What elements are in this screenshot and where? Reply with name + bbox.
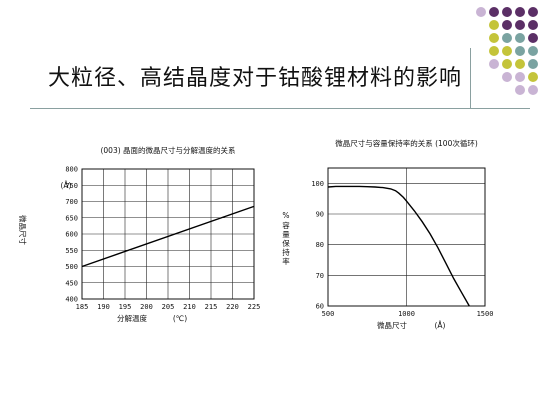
chart1-title: (003) 晶面的微晶尺寸与分解温度的关系 bbox=[100, 145, 236, 155]
chart2-x-tick-label: 500 bbox=[322, 310, 335, 318]
chart2-series-line bbox=[327, 185, 470, 307]
decorative-dot bbox=[528, 72, 538, 82]
chart1-y-tick-label: 800 bbox=[65, 166, 78, 174]
chart2-y-tick-label: 70 bbox=[316, 272, 324, 280]
decorative-dot bbox=[489, 7, 499, 17]
decorative-dot bbox=[515, 7, 525, 17]
decorative-dot bbox=[528, 20, 538, 30]
chart2-y-tick-label: 90 bbox=[316, 211, 324, 219]
decorative-dot bbox=[502, 20, 512, 30]
chart2-y-axis-label-char: 保 bbox=[282, 239, 290, 248]
decorative-dot bbox=[515, 59, 525, 69]
chart2-x-tick-label: 1000 bbox=[398, 310, 415, 318]
chart2-x-axis-unit: (Å) bbox=[435, 321, 446, 330]
decorative-dot bbox=[502, 33, 512, 43]
decorative-dot bbox=[515, 46, 525, 56]
decorative-dot bbox=[528, 7, 538, 17]
decorative-dot bbox=[515, 20, 525, 30]
chart2-plot-frame bbox=[327, 167, 486, 307]
title-divider-horizontal bbox=[30, 108, 530, 109]
decorative-dot bbox=[489, 59, 499, 69]
decorative-dot bbox=[515, 72, 525, 82]
chart2-y-axis-unit: % bbox=[282, 211, 289, 220]
chart1-y-axis-unit: (Å) bbox=[61, 181, 72, 190]
chart1-x-tick-label: 190 bbox=[97, 303, 110, 311]
chart1-y-tick-label: 450 bbox=[65, 279, 78, 287]
chart1-x-tick-label: 210 bbox=[183, 303, 196, 311]
chart1-x-axis-unit: (℃) bbox=[173, 314, 187, 323]
decorative-dot bbox=[489, 33, 499, 43]
decorative-dot bbox=[489, 46, 499, 56]
decorative-dot bbox=[515, 33, 525, 43]
chart2-y-tick-label: 60 bbox=[316, 303, 324, 311]
decorative-dot bbox=[502, 46, 512, 56]
chart1-x-tick-label: 205 bbox=[162, 303, 175, 311]
chart2-y-axis-label-char: 容 bbox=[282, 220, 290, 230]
chart2-x-axis-label: 微晶尺寸 bbox=[377, 320, 407, 330]
decorative-dot bbox=[489, 20, 499, 30]
chart2-y-tick-label: 100 bbox=[311, 180, 324, 188]
chart1-x-tick-label: 220 bbox=[226, 303, 239, 311]
chart2-y-axis-label-char: 量 bbox=[282, 230, 290, 239]
chart1-x-tick-label: 215 bbox=[205, 303, 218, 311]
decorative-dot bbox=[528, 59, 538, 69]
decorative-dot bbox=[502, 7, 512, 17]
chart1-x-tick-label: 185 bbox=[76, 303, 89, 311]
decorative-dot bbox=[476, 7, 486, 17]
chart1-y-tick-label: 650 bbox=[65, 214, 78, 222]
chart2-y-axis-label-char: 持 bbox=[282, 247, 290, 257]
chart1-y-tick-label: 750 bbox=[65, 182, 78, 190]
chart-capacity-retention-vs-crystallite-size: 微晶尺寸与容量保持率的关系 (100次循环) 500 1000 1500 60 70 80 9… bbox=[282, 138, 494, 330]
chart1-x-tick-label: 225 bbox=[248, 303, 261, 311]
chart1-series-line bbox=[81, 205, 255, 268]
chart2-y-axis-label-char: 率 bbox=[282, 256, 290, 266]
decorative-dot bbox=[515, 85, 525, 95]
decorative-dot bbox=[502, 59, 512, 69]
chart2-y-tick-label: 80 bbox=[316, 241, 324, 249]
chart-crystallite-size-vs-decomposition-temperature: (003) 晶面的微晶尺寸与分解温度的关系 185 190 195 200 205 210 2… bbox=[18, 145, 261, 323]
title-divider-vertical bbox=[470, 48, 471, 108]
decorative-dot bbox=[528, 46, 538, 56]
chart2-title: 微晶尺寸与容量保持率的关系 (100次循环) bbox=[335, 138, 478, 148]
decorative-dot bbox=[528, 33, 538, 43]
chart1-plot-frame bbox=[81, 168, 255, 300]
chart1-y-tick-label: 700 bbox=[65, 198, 78, 206]
chart1-x-tick-label: 195 bbox=[119, 303, 132, 311]
chart1-y-tick-label: 550 bbox=[65, 247, 78, 255]
chart1-y-axis-label: 微晶尺寸 bbox=[18, 215, 28, 245]
slide-title: 大粒径、高结晶度对于钴酸锂材料的影响 bbox=[47, 66, 462, 91]
chart2-x-tick-label: 1500 bbox=[477, 310, 494, 318]
chart1-x-tick-label: 200 bbox=[140, 303, 153, 311]
decorative-dot bbox=[528, 85, 538, 95]
chart1-y-tick-label: 500 bbox=[65, 263, 78, 271]
chart1-y-tick-label: 400 bbox=[65, 296, 78, 304]
chart1-y-tick-label: 600 bbox=[65, 231, 78, 239]
chart1-x-axis-label: 分解温度 bbox=[117, 313, 147, 323]
decorative-dot bbox=[502, 72, 512, 82]
